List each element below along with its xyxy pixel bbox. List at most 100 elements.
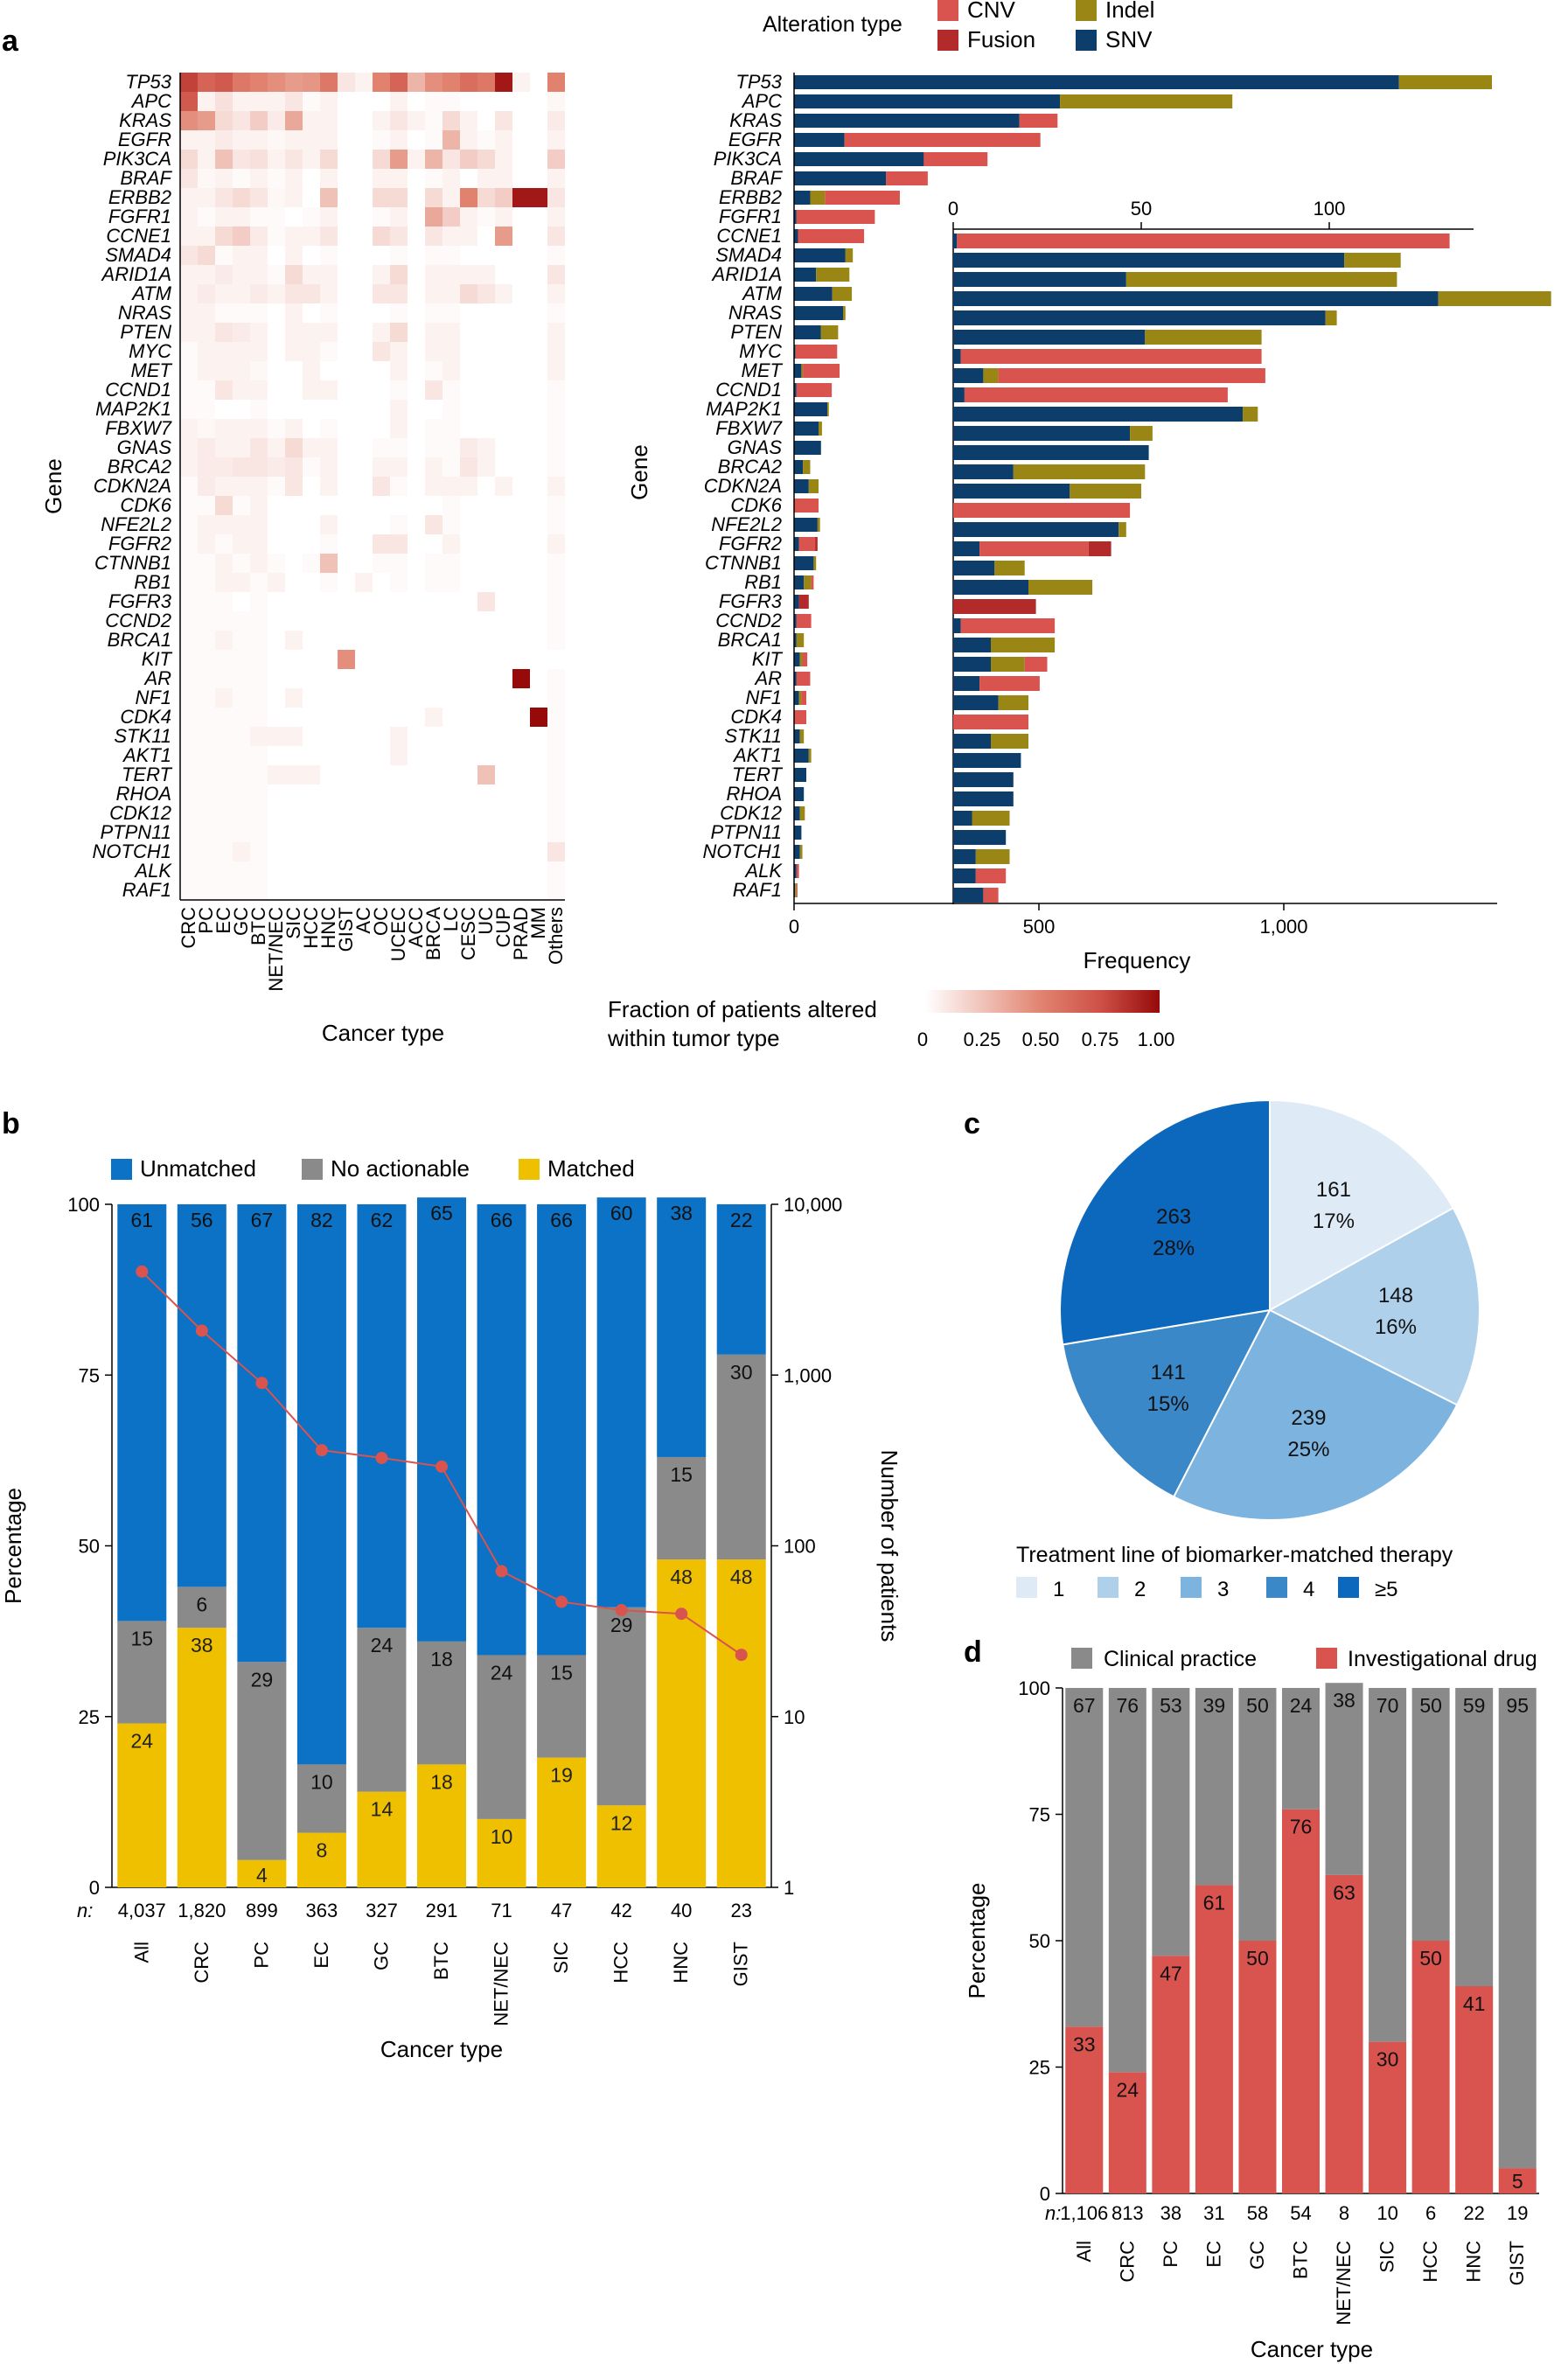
heatmap-cell bbox=[233, 73, 250, 92]
heatmap-cell bbox=[495, 457, 512, 477]
heatmap-cell bbox=[390, 708, 408, 727]
freq-bar-snv bbox=[794, 652, 800, 666]
heatmap-cell bbox=[495, 342, 512, 361]
legend-swatch-unmatched bbox=[111, 1159, 132, 1180]
heatmap-cell bbox=[320, 746, 338, 765]
freq-bar-indel bbox=[820, 325, 839, 339]
heatmap-cell bbox=[320, 111, 338, 130]
heatmap-cell bbox=[512, 861, 530, 881]
legend-swatch-investigational bbox=[1316, 1648, 1337, 1669]
heatmap-cancer-label: CUP bbox=[492, 907, 514, 947]
heatmap-cell bbox=[233, 400, 250, 419]
heatmap-cell bbox=[408, 73, 425, 92]
heatmap-cell bbox=[460, 92, 477, 111]
heatmap-cell bbox=[477, 650, 495, 669]
heatmap-cell bbox=[443, 785, 460, 804]
heatmap-cell bbox=[198, 246, 215, 265]
heatmap-cell bbox=[338, 207, 355, 227]
d-n-label: 19 bbox=[1507, 2202, 1528, 2224]
inset-bar-indel bbox=[1145, 330, 1262, 345]
b-bar-label: 14 bbox=[371, 1798, 394, 1821]
heatmap-cell bbox=[215, 227, 233, 246]
heatmap-cell bbox=[233, 708, 250, 727]
heatmap-cancer-label: AC bbox=[352, 907, 374, 934]
heatmap-cell bbox=[215, 688, 233, 708]
freq-gene-label: BRCA2 bbox=[718, 456, 782, 478]
heatmap-cell bbox=[547, 708, 565, 727]
heatmap-cell bbox=[425, 515, 443, 534]
heatmap-cell bbox=[268, 227, 285, 246]
heatmap-cell bbox=[285, 111, 303, 130]
heatmap-cancer-label: OC bbox=[370, 907, 392, 936]
b-bar-label: 15 bbox=[670, 1463, 693, 1486]
b-patients-point bbox=[735, 1649, 748, 1662]
b-bar-label: 56 bbox=[191, 1209, 213, 1231]
inset-bar-snv bbox=[953, 695, 999, 710]
heatmap-cell bbox=[425, 765, 443, 785]
heatmap-cell bbox=[198, 554, 215, 573]
heatmap-cell bbox=[268, 457, 285, 477]
heatmap-cell bbox=[180, 150, 198, 169]
b-bar-label: 15 bbox=[130, 1627, 153, 1649]
freq-bar-cnv bbox=[1019, 114, 1058, 128]
heatmap-cell bbox=[303, 881, 320, 900]
heatmap-cell bbox=[355, 246, 373, 265]
heatmap-cell bbox=[443, 246, 460, 265]
heatmap-cell bbox=[355, 688, 373, 708]
freq-gene-label: FGFR3 bbox=[719, 590, 783, 612]
heatmap-cell bbox=[512, 361, 530, 380]
d-bar-label: 24 bbox=[1290, 1694, 1313, 1717]
heatmap-cell bbox=[268, 207, 285, 227]
heatmap-cell bbox=[180, 823, 198, 842]
heatmap-cell bbox=[233, 284, 250, 303]
freq-x-tick-label: 1,000 bbox=[1259, 916, 1307, 938]
legend-label-cnv: CNV bbox=[967, 0, 1016, 23]
inset-bar-snv bbox=[953, 484, 1070, 499]
heatmap-cell bbox=[233, 669, 250, 688]
heatmap-cell bbox=[408, 323, 425, 342]
heatmap-cell bbox=[547, 92, 565, 111]
heatmap-cell bbox=[268, 380, 285, 400]
freq-bar-snv bbox=[794, 422, 819, 436]
freq-gene-label: PIK3CA bbox=[714, 148, 782, 170]
b-bar-label: 15 bbox=[550, 1661, 573, 1684]
heatmap-cell bbox=[303, 92, 320, 111]
heatmap-cell bbox=[460, 804, 477, 823]
heatmap-cell bbox=[250, 457, 268, 477]
heatmap-cell bbox=[390, 842, 408, 861]
b-bar-label: 61 bbox=[130, 1209, 153, 1231]
heatmap-cell bbox=[250, 284, 268, 303]
heatmap-cell bbox=[355, 804, 373, 823]
heatmap-cell bbox=[408, 554, 425, 573]
heatmap-cell bbox=[373, 246, 390, 265]
heatmap-gene-label: NRAS bbox=[118, 302, 171, 324]
heatmap-cell bbox=[180, 881, 198, 900]
heatmap-cell bbox=[268, 477, 285, 496]
freq-bar-cnv bbox=[796, 883, 798, 897]
heatmap-cell bbox=[373, 746, 390, 765]
heatmap-cell bbox=[460, 246, 477, 265]
heatmap-cell bbox=[443, 592, 460, 611]
colorbar bbox=[925, 990, 1160, 1013]
heatmap-cancer-label: BRCA bbox=[422, 907, 444, 960]
heatmap-cell bbox=[320, 342, 338, 361]
heatmap-cell bbox=[443, 284, 460, 303]
freq-gene-label: CDK6 bbox=[730, 494, 782, 516]
heatmap-cell bbox=[338, 688, 355, 708]
heatmap-cell bbox=[373, 400, 390, 419]
pie-legend-title: Treatment line of biomarker-matched ther… bbox=[1016, 1543, 1453, 1567]
inset-x-tick-label: 0 bbox=[948, 198, 958, 220]
freq-bar-indel bbox=[799, 652, 803, 666]
b-patients-point bbox=[555, 1595, 568, 1608]
d-bar-label: 76 bbox=[1117, 1694, 1139, 1717]
heatmap-cell bbox=[530, 150, 547, 169]
heatmap-cell bbox=[530, 380, 547, 400]
heatmap-cell bbox=[268, 419, 285, 438]
b-patients-point bbox=[375, 1452, 388, 1465]
heatmap-cell bbox=[408, 207, 425, 227]
heatmap-cell bbox=[233, 92, 250, 111]
heatmap-cell bbox=[250, 496, 268, 515]
heatmap-cell bbox=[215, 169, 233, 188]
freq-bar-indel bbox=[1060, 94, 1233, 108]
heatmap-cell bbox=[477, 342, 495, 361]
